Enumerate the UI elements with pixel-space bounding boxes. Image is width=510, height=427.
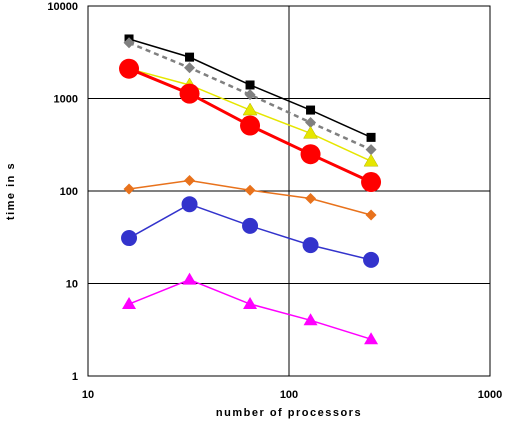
series-6 — [121, 196, 380, 268]
data-point — [242, 217, 259, 234]
y-tick-label: 1000 — [54, 94, 78, 106]
series-2 — [123, 37, 377, 156]
y-tick-label: 1 — [72, 371, 78, 383]
data-point — [179, 83, 200, 104]
data-point — [363, 153, 379, 167]
y-tick-label: 100 — [60, 186, 78, 198]
x-axis-title: number of processors — [216, 407, 362, 419]
data-point — [303, 313, 318, 326]
data-point — [243, 297, 258, 310]
data-point — [361, 172, 382, 193]
tick-labels: 1 10 100 1000 10000 10 100 1000 — [47, 1, 502, 401]
data-point — [122, 297, 137, 310]
y-axis-title: time in s — [5, 162, 17, 220]
data-point — [123, 183, 135, 195]
data-point — [305, 117, 317, 129]
data-point — [302, 237, 319, 254]
data-point — [363, 251, 380, 268]
data-point — [119, 58, 140, 79]
data-point — [305, 192, 317, 204]
series-5 — [123, 174, 377, 221]
data-point — [242, 102, 258, 116]
data-point — [245, 80, 255, 90]
x-tick-label: 10 — [82, 389, 94, 401]
series-4 — [119, 58, 382, 193]
data-point — [366, 132, 376, 142]
grid — [88, 6, 490, 376]
data-point — [303, 125, 318, 139]
data-point — [123, 37, 135, 49]
data-point — [244, 89, 256, 101]
series-layer — [119, 34, 382, 345]
y-tick-label: 10 — [66, 279, 78, 291]
data-point — [240, 115, 261, 136]
x-tick-label: 100 — [280, 389, 298, 401]
data-point — [364, 332, 379, 345]
data-point — [121, 230, 138, 247]
series-7 — [122, 272, 379, 345]
data-point — [185, 52, 195, 62]
data-point — [182, 272, 197, 285]
data-point — [184, 62, 196, 74]
data-point — [181, 196, 198, 213]
y-tick-label: 10000 — [47, 1, 78, 13]
data-point — [300, 144, 321, 165]
data-point — [365, 144, 377, 156]
data-point — [244, 184, 256, 196]
data-point — [365, 209, 377, 221]
data-point — [184, 174, 196, 186]
series-line — [128, 41, 372, 151]
data-point — [306, 105, 316, 115]
x-tick-label: 1000 — [478, 389, 502, 401]
